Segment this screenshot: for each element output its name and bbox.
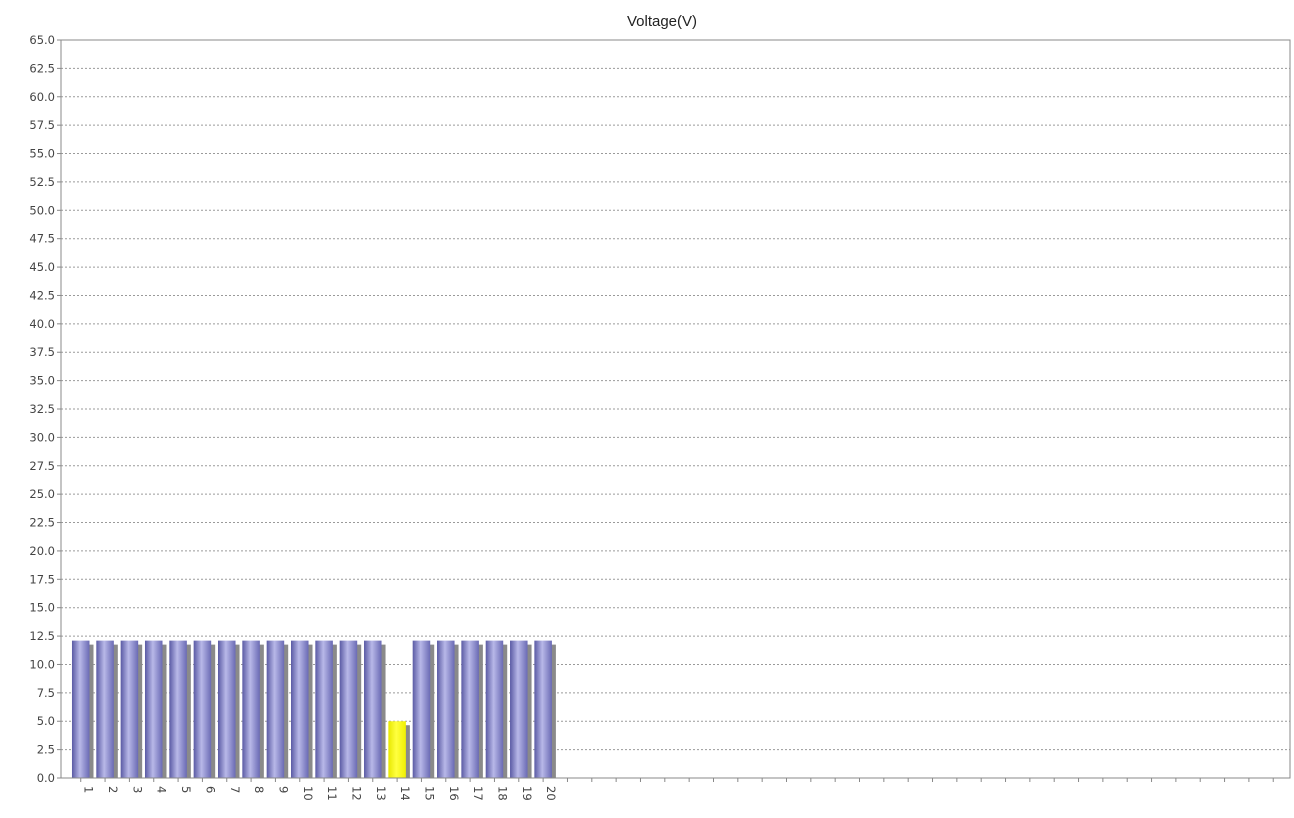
bar [315,640,333,778]
x-tick-label: 1 [82,786,96,793]
y-tick-label: 15.0 [29,601,55,615]
y-tick-label: 2.5 [37,743,55,757]
y-tick-label: 20.0 [29,544,55,558]
bar [485,640,504,778]
bar [169,640,187,778]
x-tick-label: 8 [252,786,266,793]
bar-highlighted [388,721,406,778]
y-tick-label: 22.5 [29,516,55,530]
y-tick-label: 55.0 [29,147,55,161]
x-tick-label: 3 [130,786,144,793]
y-tick-label: 50.0 [29,203,55,217]
x-tick-label: 9 [276,786,290,793]
y-axis-ticks: 0.0 2.5 5.0 7.5 10.0 12.5 15.0 17.5 20.0 22.5 25.0… [29,33,61,785]
bars [71,640,556,778]
bar [144,640,163,778]
x-tick-label: 2 [106,786,120,793]
bar [266,640,285,778]
y-tick-label: 62.5 [29,61,55,75]
x-tick-label: 4 [155,786,169,793]
gridlines [61,39,1290,751]
y-tick-label: 30.0 [29,430,55,444]
bar [437,640,455,778]
bar [193,640,212,778]
y-tick-label: 65.0 [29,33,55,47]
x-tick-label: 12 [349,786,363,801]
x-tick-label: 11 [325,786,339,801]
y-tick-label: 0.0 [37,771,55,785]
y-tick-label: 32.5 [29,402,55,416]
bar [96,640,114,778]
bar [339,640,358,778]
bar [534,640,552,778]
x-tick-label: 19 [520,786,534,801]
y-tick-label: 60.0 [29,90,55,104]
y-tick-label: 35.0 [29,374,55,388]
bar [461,640,479,778]
y-tick-label: 27.5 [29,459,55,473]
bar [120,640,139,778]
y-tick-label: 47.5 [29,232,55,246]
bar [510,640,528,778]
plot-area-frame [60,39,1291,779]
x-tick-label: 13 [374,786,388,801]
y-tick-label: 57.5 [29,118,55,132]
bar [364,640,382,778]
y-tick-label: 40.0 [29,317,55,331]
bar [291,640,309,778]
x-tick-label: 15 [422,786,436,801]
x-tick-label: 17 [471,786,485,801]
x-axis-ticks: 1 2 3 4 5 6 7 8 9 10 11 12 13 14 15 16 17 18 19 20 [80,778,1274,801]
x-tick-label: 16 [447,786,461,801]
y-tick-label: 45.0 [29,260,55,274]
bar [217,640,236,778]
y-tick-label: 17.5 [29,572,55,586]
y-tick-label: 12.5 [29,629,55,643]
y-tick-label: 25.0 [29,487,55,501]
x-tick-label: 6 [203,786,217,793]
y-tick-label: 52.5 [29,175,55,189]
x-tick-label: 14 [398,786,412,801]
bar [242,640,260,778]
bar [71,640,90,778]
y-tick-label: 42.5 [29,288,55,302]
x-tick-label: 10 [301,786,315,801]
y-tick-label: 10.0 [29,657,55,671]
y-tick-label: 5.0 [37,714,55,728]
x-tick-label: 18 [495,786,509,801]
bar [412,640,431,778]
chart-title: Voltage(V) [627,13,697,30]
x-tick-label: 7 [228,786,242,793]
y-tick-label: 7.5 [37,686,55,700]
y-tick-label: 37.5 [29,345,55,359]
x-tick-label: 20 [544,786,558,801]
x-tick-label: 5 [179,786,193,793]
